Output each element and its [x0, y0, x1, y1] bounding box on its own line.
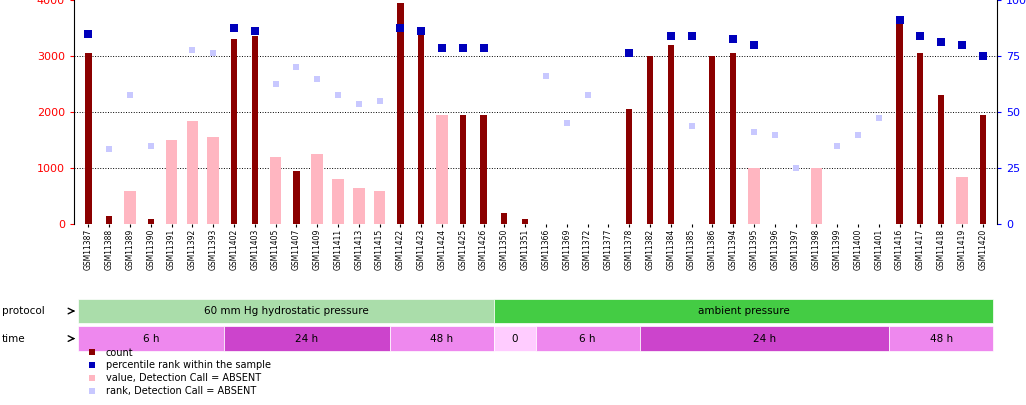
Text: 24 h: 24 h [295, 334, 318, 343]
Text: 48 h: 48 h [930, 334, 953, 343]
Bar [956, 177, 968, 224]
Bar [748, 168, 759, 224]
Bar [231, 39, 237, 224]
Bar [148, 219, 154, 224]
Bar [731, 53, 737, 224]
Text: 6 h: 6 h [580, 334, 596, 343]
Bar [890, 326, 993, 351]
Text: 6 h: 6 h [143, 334, 159, 343]
Bar [312, 154, 323, 224]
Text: ambient pressure: ambient pressure [698, 306, 789, 316]
Bar [390, 326, 494, 351]
Bar [78, 298, 494, 324]
Bar [668, 45, 674, 224]
Bar [536, 326, 639, 351]
Bar [494, 298, 993, 324]
Bar [480, 115, 486, 224]
Bar [460, 115, 466, 224]
Bar [917, 53, 923, 224]
Text: protocol: protocol [2, 306, 45, 316]
Text: 24 h: 24 h [753, 334, 776, 343]
Bar [373, 191, 386, 224]
Text: time: time [2, 334, 26, 343]
Bar [626, 109, 632, 224]
Bar [639, 326, 890, 351]
Bar [938, 95, 944, 224]
Bar [166, 140, 177, 224]
Bar [502, 213, 508, 224]
Bar [436, 115, 447, 224]
Bar [187, 121, 198, 224]
Bar [709, 56, 715, 224]
Bar [224, 326, 390, 351]
Bar [85, 53, 91, 224]
Text: 48 h: 48 h [431, 334, 453, 343]
Bar [106, 216, 112, 224]
Bar [897, 17, 903, 224]
Bar [811, 168, 822, 224]
Bar [980, 115, 986, 224]
Bar [207, 137, 219, 224]
Text: 0: 0 [512, 334, 518, 343]
Bar [124, 191, 135, 224]
Bar [418, 31, 425, 224]
Bar [251, 36, 258, 224]
Bar [646, 56, 654, 224]
Text: 60 mm Hg hydrostatic pressure: 60 mm Hg hydrostatic pressure [203, 306, 368, 316]
Bar [270, 157, 281, 224]
Legend: count, percentile rank within the sample, value, Detection Call = ABSENT, rank, : count, percentile rank within the sample… [79, 343, 275, 400]
Bar [332, 179, 344, 224]
Bar [397, 3, 403, 224]
Bar [494, 326, 536, 351]
Bar [78, 326, 224, 351]
Bar [353, 188, 364, 224]
Bar [522, 219, 528, 224]
Bar [293, 171, 300, 224]
